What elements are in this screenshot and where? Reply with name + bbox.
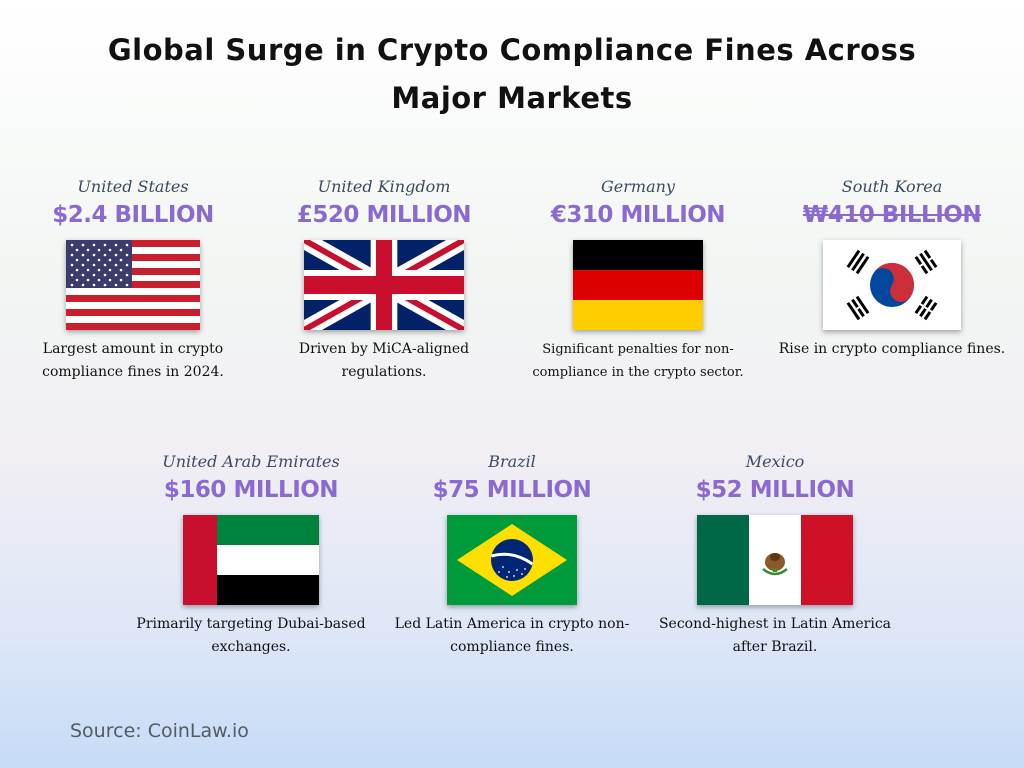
fine-description: Led Latin America in crypto non-complian…	[394, 616, 630, 655]
fine-amount: $75 MILLION	[432, 477, 592, 503]
brazil-flag-icon	[447, 515, 577, 605]
fine-description: Primarily targeting Dubai-based exchange…	[136, 616, 366, 655]
fine-amount: €310 MILLION	[550, 202, 726, 228]
us-flag-icon	[66, 240, 200, 330]
card-brazil: Brazil $75 MILLION Led Latin America in …	[387, 451, 637, 659]
page-title: Global Surge in Crypto Compliance Fines …	[107, 33, 917, 115]
mexico-flag-icon	[697, 515, 853, 605]
fine-amount: £520 MILLION	[296, 202, 472, 228]
country-name: United Arab Emirates	[162, 452, 340, 471]
fine-amount: $52 MILLION	[695, 477, 855, 503]
coat-of-arms-icon	[762, 553, 788, 576]
fine-amount: ₩410 BILLION	[802, 202, 982, 228]
card-uae: United Arab Emirates $160 MILLION Primar…	[126, 451, 376, 659]
card-germany: Germany €310 MILLION Significant penalti…	[513, 176, 763, 384]
uk-flag-icon	[304, 240, 464, 330]
uae-flag-icon	[183, 515, 319, 605]
country-name: United States	[77, 177, 189, 196]
fine-amount: $160 MILLION	[163, 477, 339, 503]
fine-description: Rise in crypto compliance fines.	[778, 341, 1006, 357]
fine-description: Largest amount in crypto compliance fine…	[42, 341, 224, 380]
south-korea-flag-icon	[823, 240, 961, 330]
country-name: South Korea	[841, 177, 943, 196]
country-name: United Kingdom	[317, 177, 451, 196]
country-name: Mexico	[745, 452, 805, 471]
source-label: Source: CoinLaw.io	[70, 720, 249, 742]
card-united-states: United States $2.4 BILLION Largest amoun…	[8, 176, 258, 384]
card-united-kingdom: United Kingdom £520 MILLION Driven by Mi…	[259, 176, 509, 384]
country-name: Brazil	[488, 452, 536, 471]
germany-flag-icon	[573, 240, 703, 330]
card-south-korea: South Korea ₩410 BILLION	[767, 176, 1017, 361]
fine-description: Second-highest in Latin America after Br…	[658, 616, 892, 655]
country-name: Germany	[601, 177, 675, 196]
fine-description: Driven by MiCA-aligned regulations.	[298, 341, 470, 380]
fine-amount: $2.4 BILLION	[52, 202, 214, 228]
fine-description: Significant penalties for non-compliance…	[532, 342, 744, 380]
card-mexico: Mexico $52 MILLION Second-highest in Lat…	[650, 451, 900, 659]
